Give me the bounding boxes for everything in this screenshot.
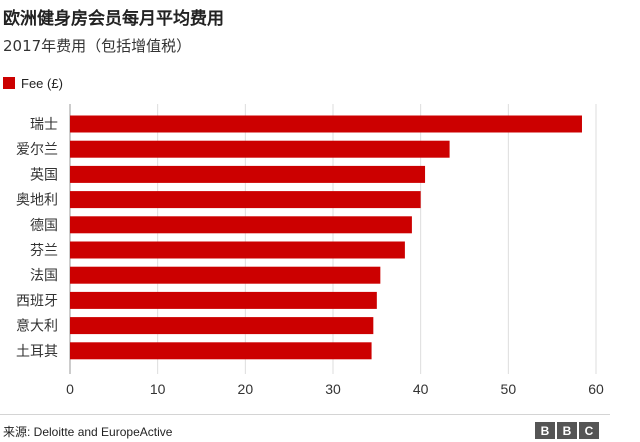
bbc-logo-letter: C [579,422,599,439]
bar [70,140,450,158]
legend-swatch [3,77,15,89]
x-tick-label: 60 [588,381,604,397]
category-label: 英国 [30,166,58,183]
chart-subtitle: 2017年费用（包括增值税） [3,37,192,55]
category-label: 瑞士 [30,117,58,133]
x-tick-label: 50 [501,381,517,397]
category-label: 土耳其 [16,344,58,360]
category-label: 西班牙 [16,293,58,309]
bar [70,115,582,133]
bar [70,191,421,209]
category-label: 芬兰 [30,243,58,259]
bar [70,291,377,309]
category-label: 奥地利 [16,192,58,209]
source-note: 来源: Deloitte and EuropeActive [3,425,173,439]
chart-title: 欧洲健身房会员每月平均费用 [3,9,224,29]
bbc-logo-letter: B [535,422,555,439]
bar [70,317,374,335]
category-label: 德国 [30,218,58,234]
bar [70,266,381,284]
bar [70,165,426,183]
x-tick-label: 30 [325,381,341,397]
footer-divider [0,414,610,415]
bbc-logo: B B C [535,422,599,439]
legend: Fee (£) [3,75,63,91]
x-tick-label: 40 [413,381,429,397]
bar [70,216,412,234]
bbc-logo-letter: B [557,422,577,439]
category-label: 法国 [30,268,58,284]
bar [70,342,372,360]
x-tick-label: 20 [238,381,254,397]
x-tick-label: 0 [66,381,74,397]
category-label: 意大利 [16,318,58,335]
x-tick-label: 10 [150,381,166,397]
legend-label: Fee (£) [21,75,63,91]
category-label: 爱尔兰 [16,142,58,158]
bar [70,241,405,259]
